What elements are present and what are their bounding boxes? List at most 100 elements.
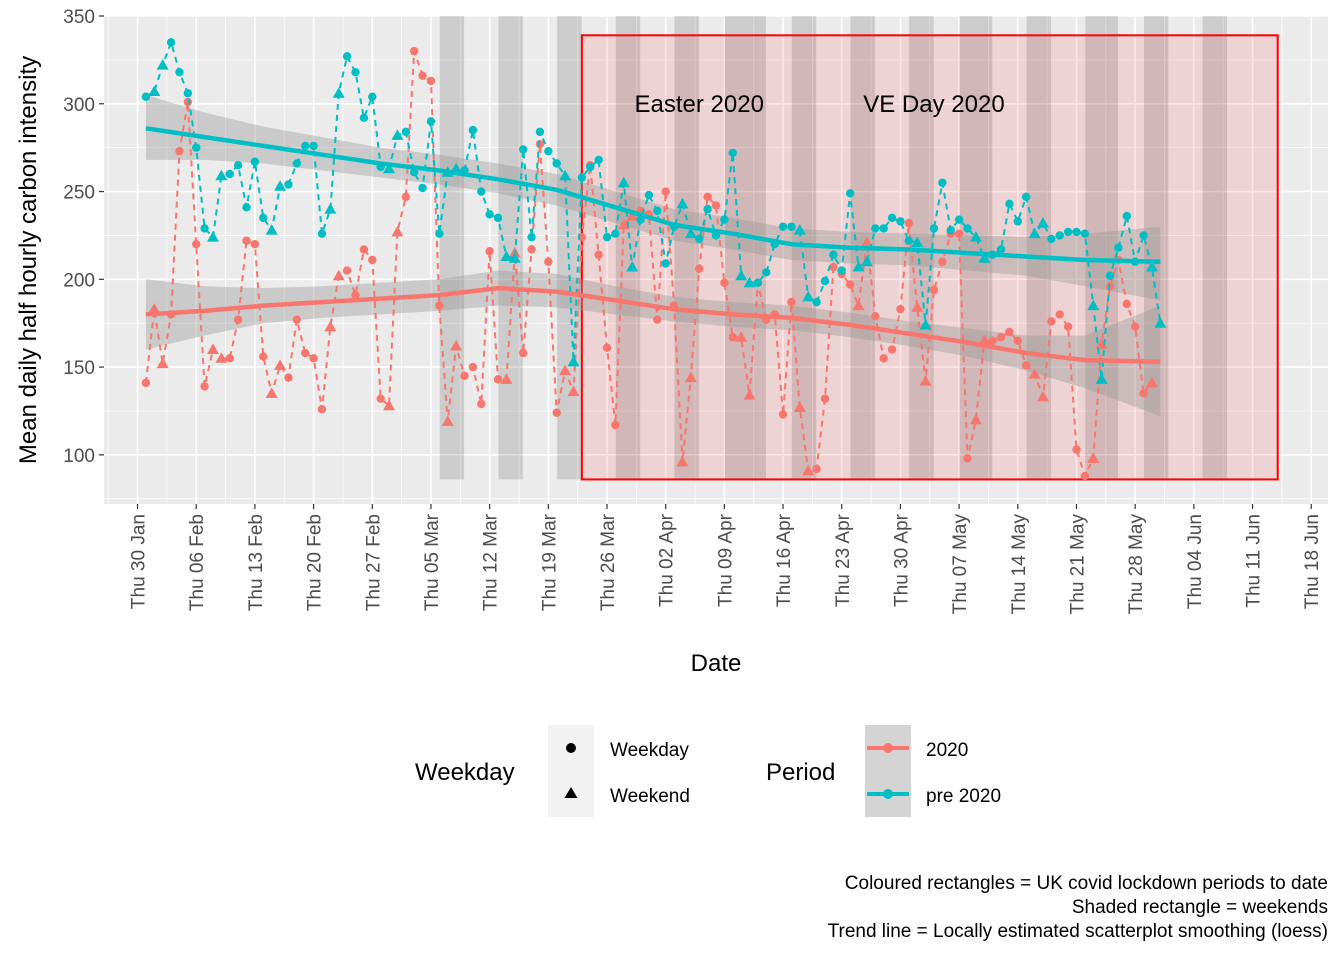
weekday-point xyxy=(896,304,905,314)
x-tick-label: Thu 13 Feb xyxy=(246,514,267,611)
weekday-point xyxy=(518,348,528,358)
weekday-point xyxy=(292,159,302,168)
weekend-point xyxy=(626,210,639,221)
weekend-point xyxy=(215,352,228,363)
weekend-point xyxy=(802,464,815,476)
weekend-point xyxy=(860,236,873,247)
y-tick-label: 350 xyxy=(63,7,95,28)
legend-weekday-title: Weekday xyxy=(415,759,515,786)
weekday-point xyxy=(192,240,201,249)
weekday-point xyxy=(753,278,763,288)
y-tick-label: 100 xyxy=(63,446,95,467)
weekend-point xyxy=(332,87,345,98)
weekday-point xyxy=(896,217,905,226)
weekend-point xyxy=(1145,376,1158,388)
weekday-point xyxy=(938,178,947,187)
weekday-point xyxy=(695,264,704,273)
lockdown-periods xyxy=(580,34,1279,481)
weekend-point xyxy=(978,334,991,346)
weekday-point xyxy=(1013,217,1023,226)
weekend-point xyxy=(500,373,513,384)
weekend-point xyxy=(324,203,337,214)
weekday-point xyxy=(728,333,737,342)
weekday-point xyxy=(200,382,209,391)
weekday-point xyxy=(586,162,595,172)
weekday-point xyxy=(594,155,603,165)
weekend-point xyxy=(1154,317,1167,328)
weekday-point xyxy=(468,362,478,372)
x-tick-label: Thu 06 Feb xyxy=(187,514,208,611)
weekday-point xyxy=(829,250,838,259)
weekday-point xyxy=(368,255,377,265)
weekday-point xyxy=(904,236,914,245)
weekend-point xyxy=(911,301,924,312)
weekday-point xyxy=(879,354,888,363)
y-tick-label: 150 xyxy=(63,358,95,379)
weekend-point xyxy=(508,252,521,263)
weekday-point xyxy=(292,315,302,324)
x-tick-label: Thu 18 Jun xyxy=(1302,514,1323,609)
weekday-point xyxy=(141,92,151,101)
weekday-point xyxy=(200,224,209,233)
weekday-point xyxy=(259,213,268,223)
weekday-point xyxy=(1005,199,1014,209)
weekday-point xyxy=(1114,243,1123,252)
weekend-point xyxy=(148,303,161,314)
lockdown-rect xyxy=(580,34,1279,481)
weekend-point xyxy=(969,413,982,425)
weekday-point xyxy=(762,268,771,277)
weekend-point xyxy=(274,359,287,370)
x-tick-label: Thu 28 May xyxy=(1126,514,1147,615)
legend-weekday: Weekday Weekday Weekend xyxy=(415,725,690,817)
weekend-point xyxy=(567,385,580,397)
weekday-point xyxy=(1005,327,1014,337)
legend-2020-point-key xyxy=(883,743,893,753)
weekday-point xyxy=(259,352,268,361)
weekday-point xyxy=(426,76,436,86)
weekday-point xyxy=(284,373,293,382)
weekday-point xyxy=(225,354,234,363)
caption-line-1: Coloured rectangles = UK covid lockdown … xyxy=(845,873,1328,894)
weekend-point xyxy=(265,224,278,235)
x-tick-label: Thu 20 Feb xyxy=(305,514,326,611)
weekday-point xyxy=(963,454,972,463)
weekday-point xyxy=(653,206,662,216)
weekday-point xyxy=(1013,336,1023,345)
weekday-point xyxy=(242,236,251,245)
caption-line-3: Trend line = Locally estimated scatterpl… xyxy=(828,921,1328,942)
legend-pre2020-label: pre 2020 xyxy=(926,786,1001,807)
legend-weekday-key-bg xyxy=(548,725,594,817)
y-tick-label: 250 xyxy=(63,183,95,204)
weekend-point xyxy=(383,162,396,174)
weekend-point xyxy=(1036,217,1049,228)
x-tick-label: Thu 05 Mar xyxy=(422,513,443,611)
weekday-point xyxy=(1080,229,1090,238)
weekday-point xyxy=(1047,234,1056,244)
weekday-point xyxy=(376,394,385,403)
weekend-point xyxy=(919,375,932,386)
weekend-point xyxy=(684,227,697,239)
weekend-point xyxy=(1095,373,1108,384)
weekday-point xyxy=(820,276,830,286)
weekday-point xyxy=(351,67,360,77)
weekday-point xyxy=(845,280,855,289)
weekday-point xyxy=(996,333,1006,342)
weekend-point xyxy=(324,320,337,332)
weekend-point xyxy=(206,231,219,242)
weekday-point xyxy=(359,113,369,123)
weekend-point xyxy=(676,197,689,209)
weekday-point xyxy=(317,405,327,414)
weekend-point xyxy=(852,299,865,311)
weekend-point xyxy=(332,269,345,281)
weekend-point xyxy=(617,218,630,230)
weekend-point xyxy=(793,401,806,412)
weekday-point xyxy=(1055,231,1064,240)
weekday-point xyxy=(778,222,788,231)
weekday-point xyxy=(477,399,486,409)
weekend-point xyxy=(735,331,748,342)
weekday-point xyxy=(468,125,478,135)
weekday-point xyxy=(301,141,310,151)
weekday-point xyxy=(552,408,561,417)
x-tick-label: Thu 07 May xyxy=(950,514,971,615)
